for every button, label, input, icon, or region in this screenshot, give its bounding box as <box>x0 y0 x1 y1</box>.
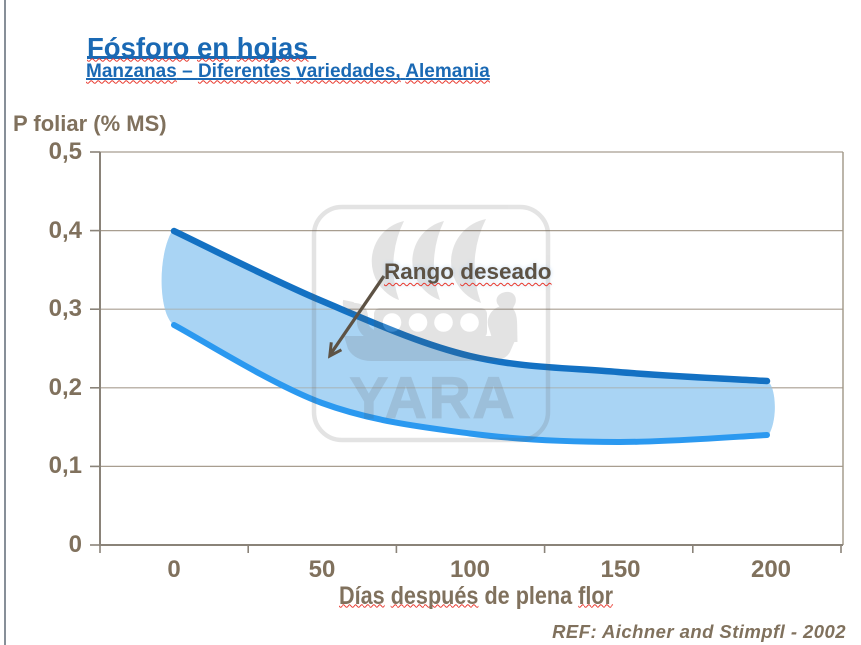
svg-text:YARA: YARA <box>349 366 516 431</box>
